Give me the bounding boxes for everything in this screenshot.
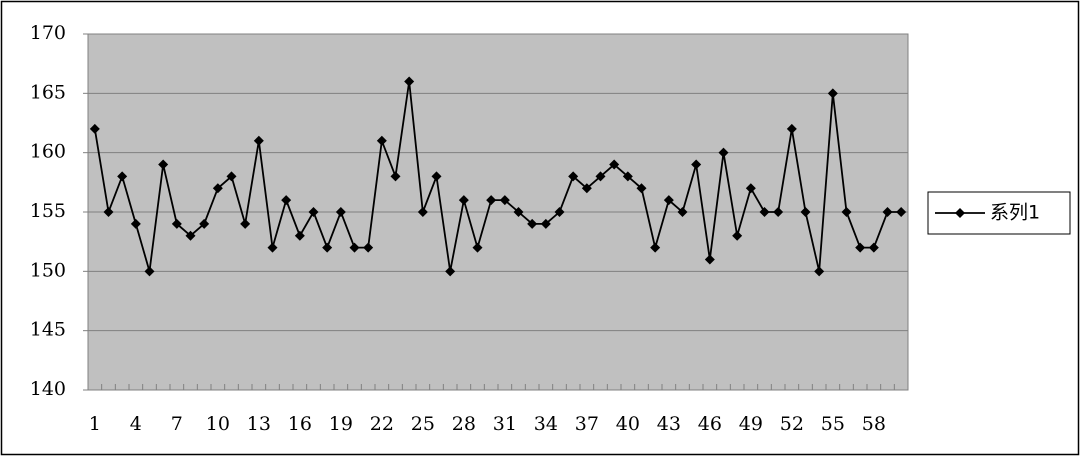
x-tick-label: 10 — [206, 413, 230, 435]
data-point — [472, 242, 483, 253]
x-tick-label: 1 — [89, 413, 101, 435]
x-tick-label: 43 — [657, 413, 681, 435]
data-point — [650, 242, 661, 253]
data-point — [814, 266, 825, 277]
data-point — [226, 171, 237, 182]
data-point — [745, 183, 756, 194]
x-tick-label: 19 — [329, 413, 353, 435]
x-tick-label: 7 — [171, 413, 183, 435]
data-point — [773, 207, 784, 217]
data-point — [294, 230, 305, 241]
y-tick-label: 150 — [30, 259, 66, 281]
data-point — [240, 218, 251, 229]
data-point — [540, 218, 551, 229]
y-tick-label: 145 — [30, 319, 66, 341]
data-point — [117, 171, 128, 182]
legend-label: 系列1 — [990, 202, 1040, 224]
data-point — [335, 207, 346, 217]
data-point — [636, 183, 647, 194]
data-point — [499, 195, 510, 206]
x-tick-label: 4 — [130, 413, 142, 435]
data-point — [404, 76, 415, 87]
x-tick-label: 40 — [616, 413, 640, 435]
data-point — [267, 242, 278, 253]
x-tick-label: 16 — [288, 413, 312, 435]
data-point — [882, 207, 893, 217]
legend-marker — [955, 208, 965, 218]
data-point — [212, 183, 223, 194]
data-point — [417, 207, 428, 217]
data-point — [281, 195, 292, 206]
data-point — [185, 230, 196, 241]
data-point — [349, 242, 360, 253]
data-point — [171, 218, 182, 229]
data-point — [622, 171, 633, 182]
y-tick-label: 160 — [30, 141, 66, 163]
data-point — [827, 88, 838, 99]
data-point — [786, 123, 797, 134]
data-point — [595, 171, 606, 182]
data-point — [431, 171, 442, 182]
data-point — [322, 242, 333, 253]
data-point — [718, 147, 729, 158]
data-point — [732, 230, 743, 241]
x-tick-label: 13 — [247, 413, 271, 435]
x-tick-label: 52 — [780, 413, 804, 435]
data-point — [363, 242, 374, 253]
data-point — [513, 207, 524, 217]
data-point — [841, 207, 852, 217]
data-point — [445, 266, 456, 277]
y-tick-label: 155 — [30, 200, 66, 222]
data-point — [130, 218, 141, 229]
data-point — [158, 159, 169, 170]
data-point — [199, 218, 210, 229]
x-tick-label: 37 — [575, 413, 599, 435]
data-point — [704, 254, 715, 265]
data-point — [527, 218, 538, 229]
x-tick-label: 46 — [698, 413, 722, 435]
x-tick-label: 55 — [821, 413, 845, 435]
data-point — [390, 171, 401, 182]
x-tick-label: 22 — [370, 413, 394, 435]
data-point — [308, 207, 319, 217]
y-tick-label: 140 — [30, 378, 66, 400]
data-point — [759, 207, 770, 217]
data-point — [800, 207, 811, 217]
data-point — [376, 135, 387, 146]
data-point — [663, 195, 674, 206]
y-tick-label: 165 — [30, 81, 66, 103]
y-tick-label: 170 — [30, 22, 66, 44]
x-tick-label: 49 — [739, 413, 763, 435]
data-point — [868, 242, 879, 253]
data-point — [253, 135, 264, 146]
data-point — [144, 266, 155, 277]
data-point — [486, 195, 497, 206]
data-point — [896, 207, 907, 217]
data-point — [855, 242, 866, 253]
x-tick-label: 34 — [534, 413, 558, 435]
data-point — [458, 195, 469, 206]
data-point — [554, 207, 565, 217]
x-tick-label: 31 — [493, 413, 517, 435]
data-point — [691, 159, 702, 170]
data-point — [581, 183, 592, 194]
x-tick-label: 28 — [452, 413, 476, 435]
data-point — [103, 207, 114, 217]
data-point — [89, 123, 100, 134]
data-point — [568, 171, 579, 182]
x-tick-label: 58 — [862, 413, 886, 435]
data-point — [677, 207, 688, 217]
data-point — [609, 159, 620, 170]
x-tick-label: 25 — [411, 413, 435, 435]
